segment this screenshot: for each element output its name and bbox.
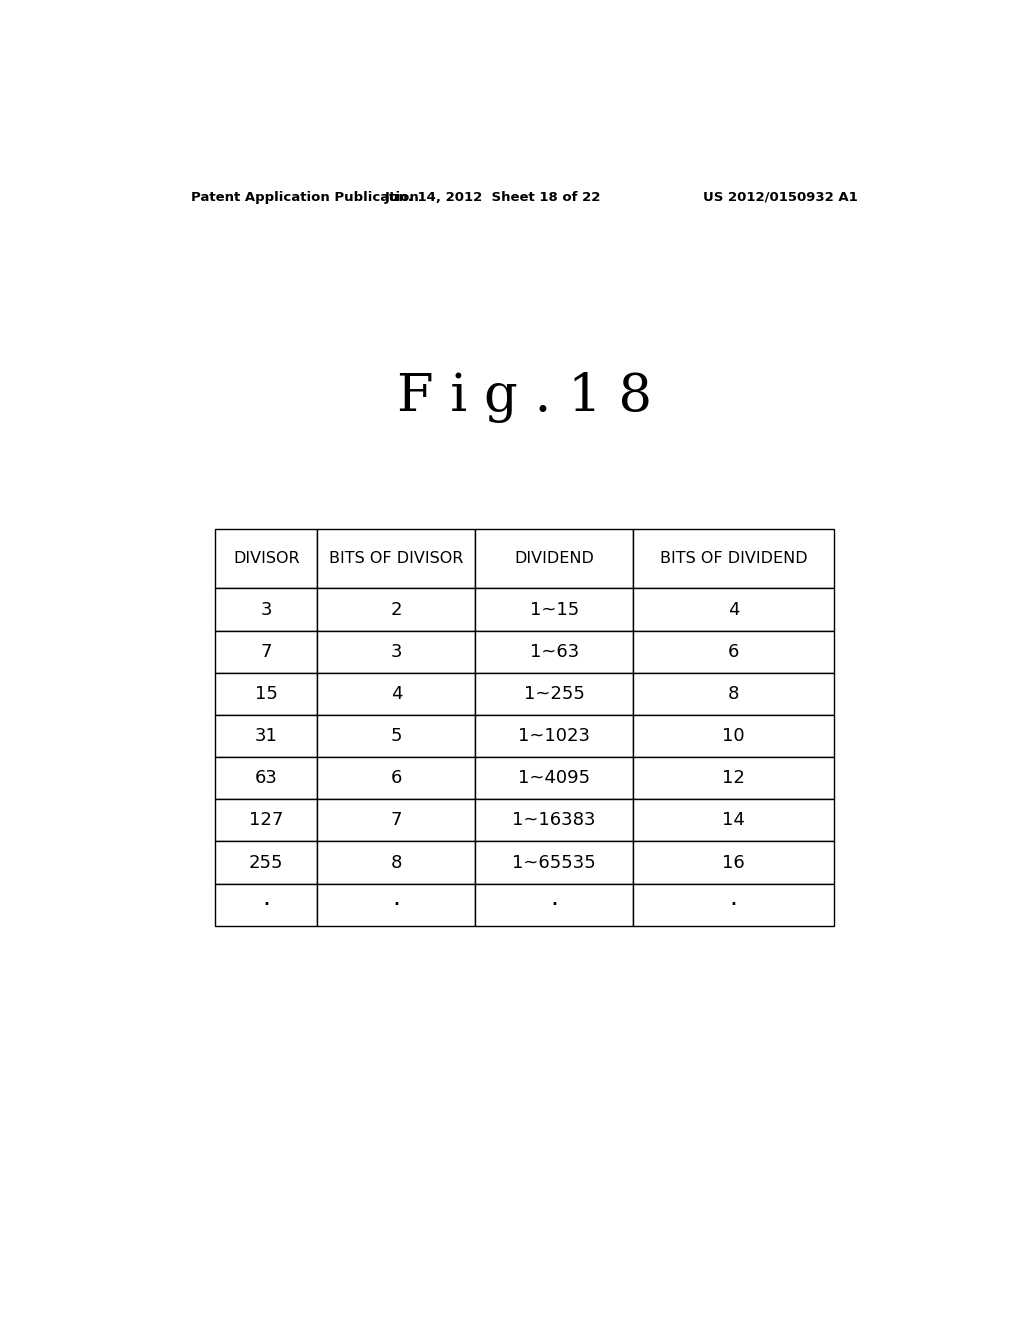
Text: Jun. 14, 2012  Sheet 18 of 22: Jun. 14, 2012 Sheet 18 of 22 (385, 190, 601, 203)
Bar (215, 715, 317, 758)
Bar (633, 589, 835, 631)
Text: DIVIDEND: DIVIDEND (514, 552, 594, 566)
Bar (475, 529, 633, 589)
Text: 4: 4 (390, 685, 402, 702)
Bar (633, 631, 835, 673)
Text: 127: 127 (249, 812, 284, 829)
Text: DIVISOR: DIVISOR (233, 552, 300, 566)
Bar (475, 631, 633, 673)
Text: 7: 7 (261, 643, 272, 661)
Text: US 2012/0150932 A1: US 2012/0150932 A1 (703, 190, 858, 203)
Text: BITS OF DIVIDEND: BITS OF DIVIDEND (659, 552, 808, 566)
Text: 1~1023: 1~1023 (518, 727, 590, 744)
Bar (475, 841, 633, 883)
Text: ·: · (550, 892, 558, 916)
Bar (317, 883, 475, 925)
Bar (215, 800, 317, 841)
Bar (215, 841, 317, 883)
Bar (475, 715, 633, 758)
Text: 1~65535: 1~65535 (512, 854, 596, 871)
Text: Patent Application Publication: Patent Application Publication (191, 190, 419, 203)
Text: BITS OF DIVISOR: BITS OF DIVISOR (329, 552, 464, 566)
Text: ·: · (730, 892, 737, 916)
Bar (633, 758, 835, 800)
Text: 1~255: 1~255 (523, 685, 585, 702)
Bar (317, 715, 475, 758)
Text: 6: 6 (728, 643, 739, 661)
Text: 255: 255 (249, 854, 284, 871)
Bar (633, 529, 835, 589)
Text: 8: 8 (391, 854, 402, 871)
Text: 7: 7 (390, 812, 402, 829)
Bar (317, 631, 475, 673)
Text: 5: 5 (390, 727, 402, 744)
Text: 15: 15 (255, 685, 278, 702)
Bar (475, 673, 633, 715)
Bar (475, 883, 633, 925)
Text: 6: 6 (391, 770, 402, 787)
Bar (317, 841, 475, 883)
Text: ·: · (262, 892, 270, 916)
Text: 1~63: 1~63 (529, 643, 579, 661)
Text: 31: 31 (255, 727, 278, 744)
Bar (317, 529, 475, 589)
Bar (317, 673, 475, 715)
Text: 1~16383: 1~16383 (512, 812, 596, 829)
Bar (633, 883, 835, 925)
Text: 1~4095: 1~4095 (518, 770, 590, 787)
Bar (633, 715, 835, 758)
Bar (317, 589, 475, 631)
Bar (475, 800, 633, 841)
Bar (317, 800, 475, 841)
Text: 3: 3 (261, 601, 272, 619)
Text: 2: 2 (390, 601, 402, 619)
Bar (215, 589, 317, 631)
Text: 12: 12 (722, 770, 745, 787)
Bar (215, 883, 317, 925)
Text: 10: 10 (722, 727, 745, 744)
Bar (475, 589, 633, 631)
Bar (633, 800, 835, 841)
Text: ·: · (392, 892, 400, 916)
Text: F i g . 1 8: F i g . 1 8 (397, 372, 652, 422)
Text: 3: 3 (390, 643, 402, 661)
Text: 63: 63 (255, 770, 278, 787)
Text: 8: 8 (728, 685, 739, 702)
Text: 1~15: 1~15 (529, 601, 579, 619)
Bar (215, 529, 317, 589)
Text: 16: 16 (722, 854, 745, 871)
Bar (633, 673, 835, 715)
Text: 14: 14 (722, 812, 745, 829)
Bar (475, 758, 633, 800)
Bar (317, 758, 475, 800)
Bar (215, 673, 317, 715)
Bar (633, 841, 835, 883)
Bar (215, 758, 317, 800)
Bar (215, 631, 317, 673)
Text: 4: 4 (728, 601, 739, 619)
